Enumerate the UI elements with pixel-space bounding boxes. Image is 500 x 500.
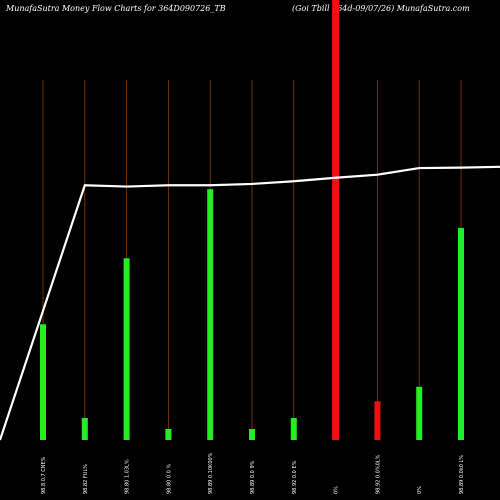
money-flow-bar	[207, 189, 214, 440]
x-tick-label: 0%	[417, 486, 423, 494]
money-flow-bar	[249, 429, 255, 440]
x-tick-label: 98.92 0.0%0L%	[375, 454, 381, 494]
price-line	[0, 165, 500, 441]
bars	[40, 0, 464, 440]
x-tick-label: 98.80 1.03L%	[125, 459, 131, 494]
money-flow-bar	[123, 258, 130, 440]
money-flow-bar	[332, 0, 340, 440]
x-tick-label: 98.89 0.0 9%	[250, 460, 256, 494]
grid-lines	[42, 80, 462, 440]
x-tick-label: 98.92 0.0 E%	[292, 460, 298, 494]
x-tick-label: 98.89 0.0k0 L%	[459, 455, 465, 494]
chart-subtitle: (Goi Tbill 364d-09/07/26) MunafaSutra.co…	[292, 4, 470, 13]
x-tick-label: 98.82 FUL%	[83, 464, 89, 494]
money-flow-bar	[40, 324, 46, 440]
money-flow-bar	[416, 386, 423, 440]
money-flow-bar	[458, 227, 464, 440]
chart-title: MunafaSutra Money Flow Charts for 364D09…	[6, 4, 226, 13]
money-flow-bar	[374, 401, 381, 440]
x-tick-label: 98.8 0.7 CNE%	[41, 456, 47, 494]
money-flow-bar	[81, 418, 88, 440]
money-flow-bar	[165, 429, 172, 440]
x-tick-labels: 98.8 0.7 CNE% 98.82 FUL% 98.80 1.03L% 98.80…	[41, 452, 465, 494]
x-tick-label: 98.80 0.0 %	[166, 464, 172, 494]
price-line-group	[0, 165, 500, 441]
x-tick-label: 0%	[334, 486, 340, 494]
x-tick-label: 98.89 0.10K00%	[208, 452, 214, 494]
money-flow-bar	[290, 418, 297, 440]
